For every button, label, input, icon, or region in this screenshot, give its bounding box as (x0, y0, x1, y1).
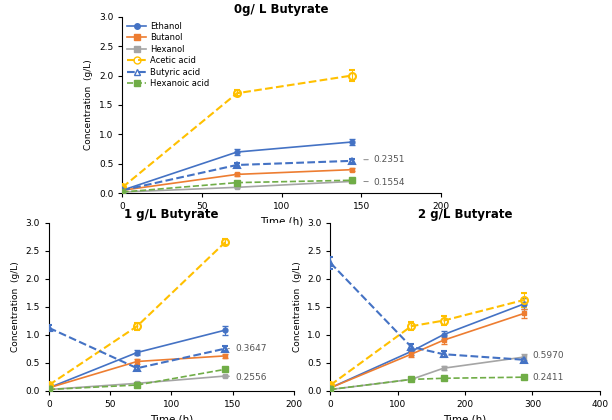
Y-axis label: Concentration  (g/L): Concentration (g/L) (84, 60, 94, 150)
Y-axis label: Concentration  (g/L): Concentration (g/L) (293, 261, 302, 352)
X-axis label: Time (h): Time (h) (150, 414, 193, 420)
Legend: Ethanol, Butanol, Hexanol, Acetic acid, Butyric acid, Hexanoic acid: Ethanol, Butanol, Hexanol, Acetic acid, … (124, 18, 212, 92)
Title: 1 g/L Butyrate: 1 g/L Butyrate (124, 208, 218, 221)
X-axis label: Time (h): Time (h) (260, 217, 303, 227)
Title: 2 g/L Butyrate: 2 g/L Butyrate (418, 208, 512, 221)
Text: 0.1554: 0.1554 (364, 178, 405, 186)
Text: 0.2411: 0.2411 (524, 373, 564, 382)
Title: 0g/ L Butyrate: 0g/ L Butyrate (234, 3, 329, 16)
Text: 0.3647: 0.3647 (228, 344, 266, 353)
Text: 0.2351: 0.2351 (364, 155, 405, 164)
Text: 0.5970: 0.5970 (524, 352, 564, 360)
X-axis label: Time (h): Time (h) (444, 414, 487, 420)
Y-axis label: Concentration  (g/L): Concentration (g/L) (11, 261, 20, 352)
Text: 0.2556: 0.2556 (228, 373, 266, 382)
